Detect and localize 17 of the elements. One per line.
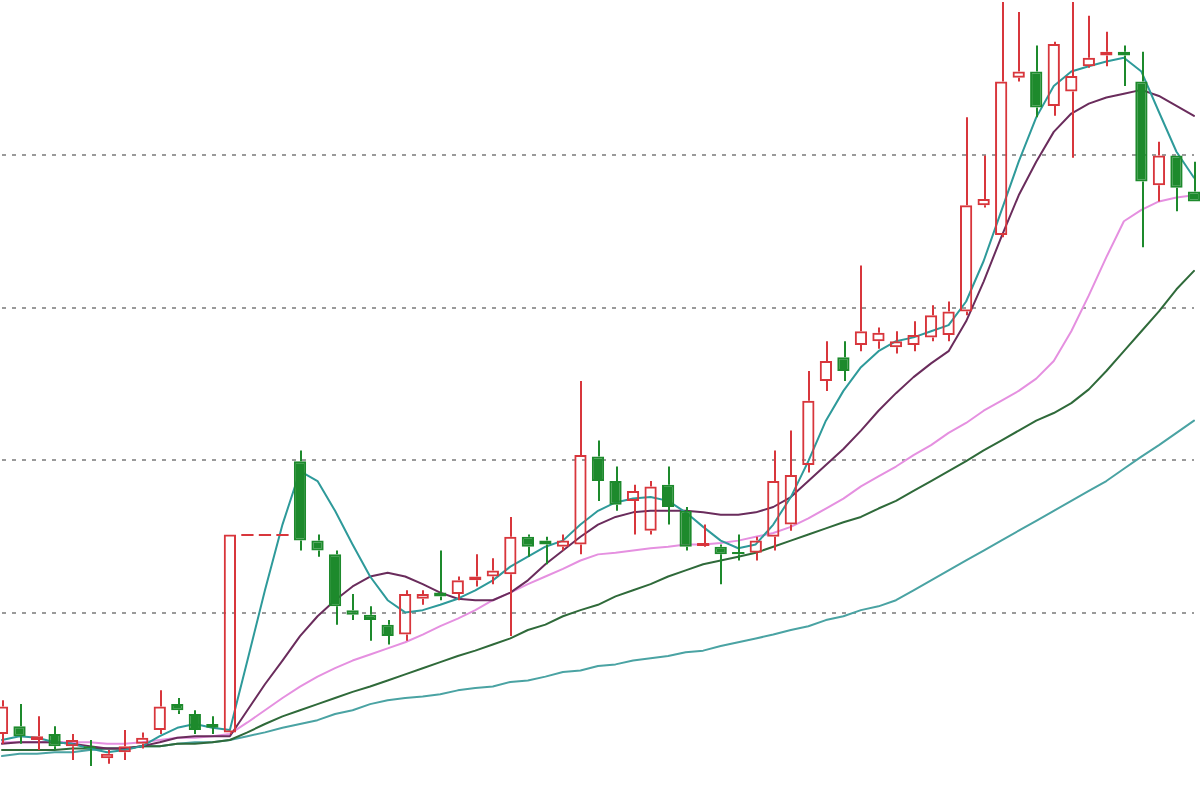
candlestick [311, 533, 324, 558]
candlestick [609, 465, 622, 512]
candlestick [346, 593, 359, 622]
candlestick [679, 506, 692, 552]
candlestick [521, 533, 535, 558]
candlestick [837, 340, 850, 382]
candlestick [13, 703, 26, 745]
candlestick [591, 439, 605, 502]
candlestick [1135, 50, 1148, 249]
candlestick [48, 725, 61, 751]
candlestick [293, 449, 307, 552]
candlestick [1030, 44, 1043, 119]
candlestick [1187, 160, 1200, 202]
candlestick [171, 697, 184, 716]
candlestick [381, 619, 394, 646]
candlestick [328, 549, 342, 626]
candlestick [661, 465, 675, 526]
